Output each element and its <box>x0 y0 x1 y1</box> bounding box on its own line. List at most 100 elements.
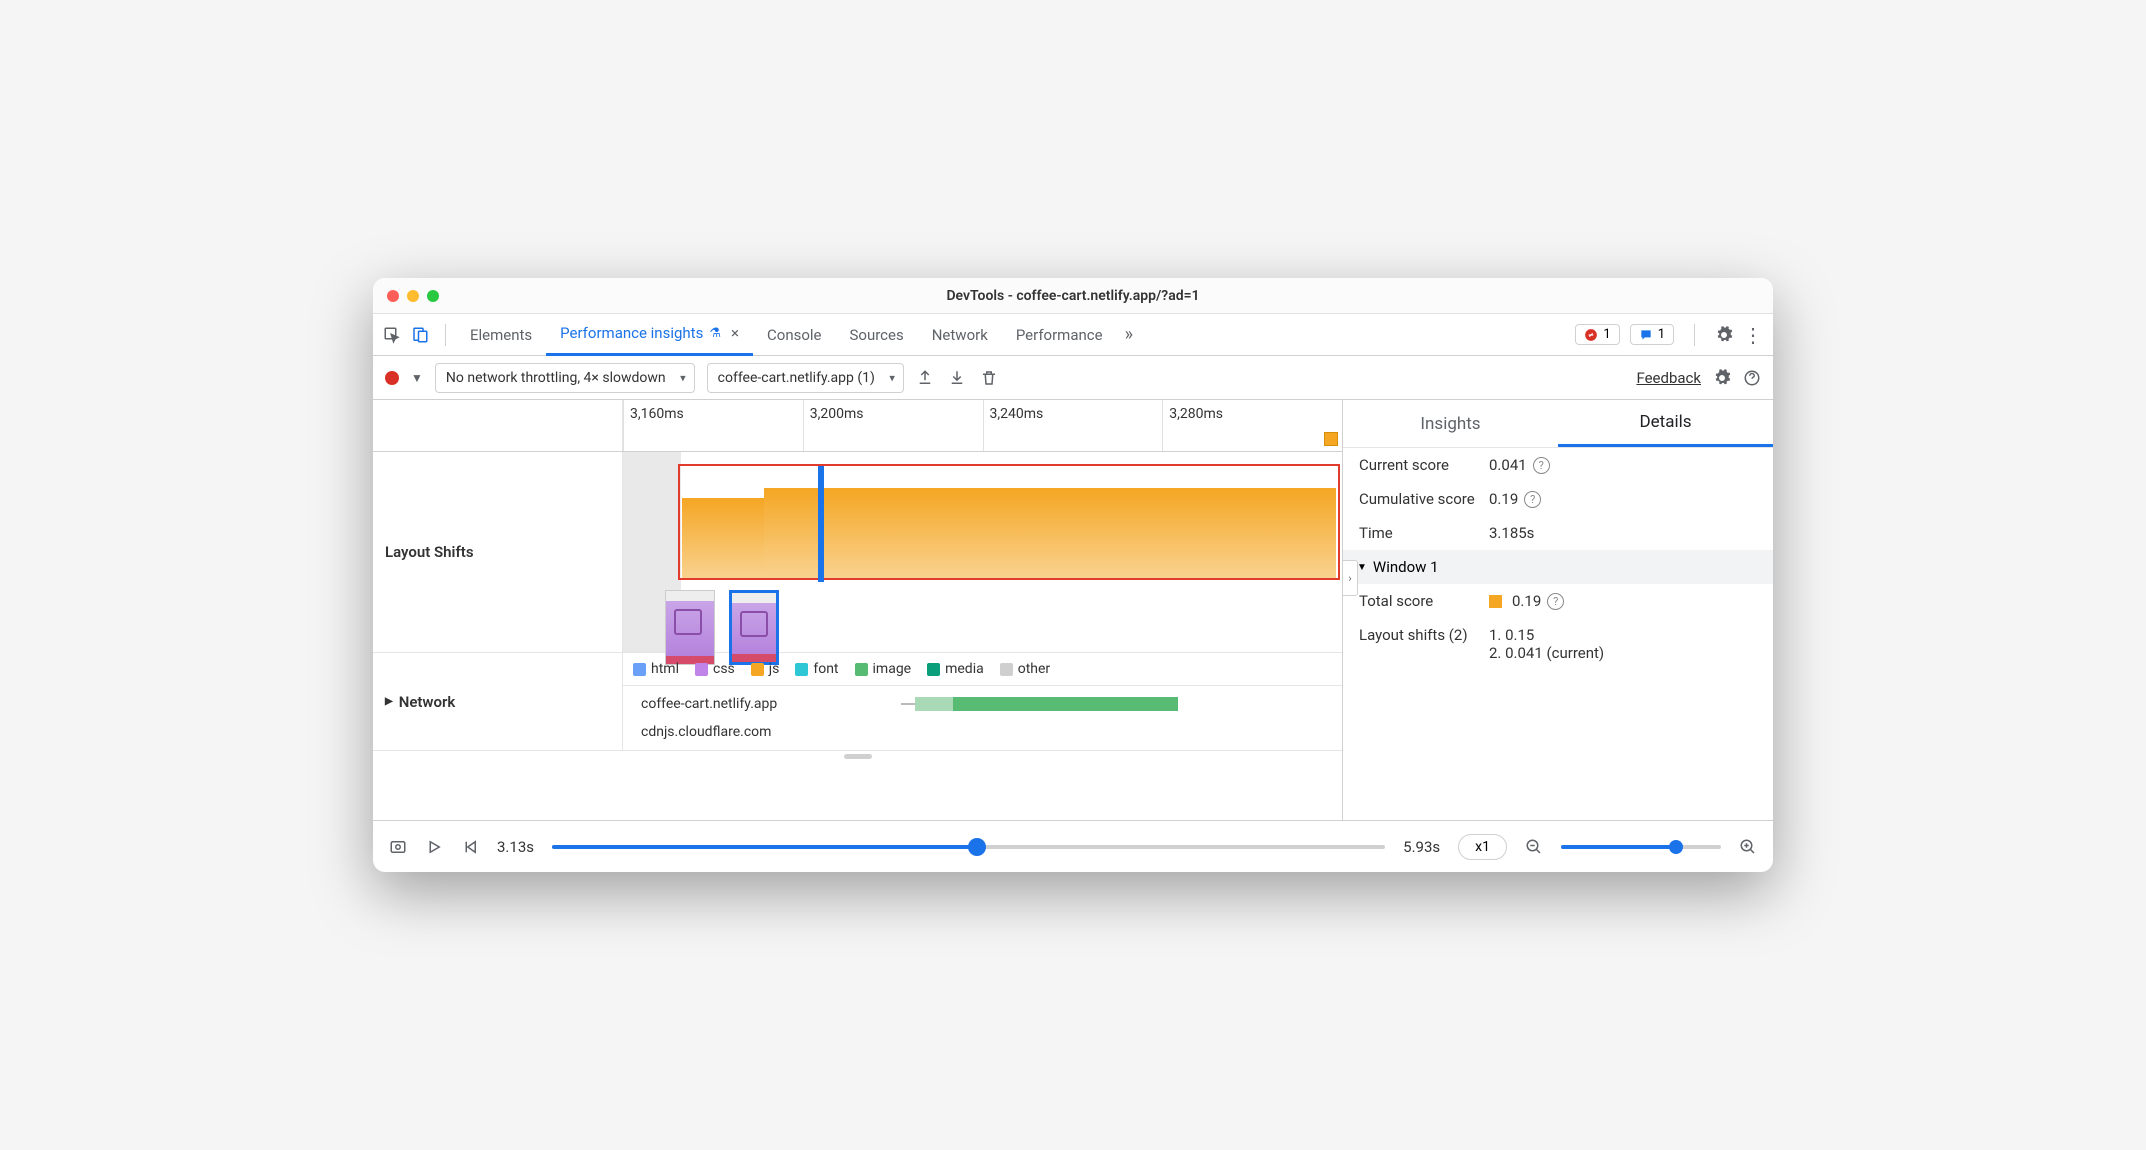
session-label: coffee-cart.netlify.app (1) <box>718 370 875 386</box>
tab-label: Network <box>932 326 988 344</box>
time-slider[interactable] <box>552 845 1385 849</box>
tab-network[interactable]: Network <box>918 314 1002 356</box>
window-title: DevTools - coffee-cart.netlify.app/?ad=1 <box>946 288 1199 304</box>
message-icon <box>1639 328 1653 342</box>
legend-label: css <box>713 661 735 677</box>
row-label: Layout Shifts <box>373 452 623 652</box>
message-badge[interactable]: 1 <box>1630 324 1674 345</box>
speed-pill[interactable]: x1 <box>1458 834 1507 860</box>
legend-item[interactable]: image <box>855 661 912 677</box>
time-ruler: 3,160ms 3,200ms 3,240ms 3,280ms <box>373 400 1342 452</box>
help-icon[interactable] <box>1743 369 1761 387</box>
kebab-icon[interactable]: ⋮ <box>1743 323 1763 347</box>
network-host-row[interactable]: coffee-cart.netlify.app <box>623 690 1342 718</box>
layout-shifts-row: Layout Shifts <box>373 452 1342 653</box>
rewind-icon[interactable] <box>461 838 479 856</box>
throttling-select[interactable]: No network throttling, 4× slowdown <box>435 363 695 393</box>
maximize-window-icon[interactable] <box>427 290 439 302</box>
record-dropdown-icon[interactable]: ▼ <box>411 371 423 385</box>
detail-row: Cumulative score0.19? <box>1343 482 1773 516</box>
tab-performance[interactable]: Performance <box>1002 314 1117 356</box>
ruler-ticks[interactable]: 3,160ms 3,200ms 3,240ms 3,280ms <box>623 400 1342 451</box>
shift-block[interactable] <box>682 498 764 578</box>
zoom-out-icon[interactable] <box>1525 838 1543 856</box>
session-select[interactable]: coffee-cart.netlify.app (1) <box>707 363 904 393</box>
zoom-slider[interactable] <box>1561 845 1721 849</box>
titlebar: DevTools - coffee-cart.netlify.app/?ad=1 <box>373 278 1773 314</box>
tab-insights[interactable]: Insights <box>1343 400 1558 447</box>
help-icon[interactable]: ? <box>1533 457 1550 474</box>
kv-key: Total score <box>1359 592 1489 610</box>
error-count: 1 <box>1603 327 1610 342</box>
score-swatch-icon <box>1489 595 1502 608</box>
kv-key: Current score <box>1359 456 1489 474</box>
main-area: 3,160ms 3,200ms 3,240ms 3,280ms Layout S… <box>373 400 1773 820</box>
inspect-icon[interactable] <box>383 326 401 344</box>
separator <box>1694 324 1695 346</box>
details-kv-list: Current score0.041?Cumulative score0.19?… <box>1343 448 1773 550</box>
more-tabs-icon[interactable]: » <box>1125 324 1133 345</box>
legend-item[interactable]: css <box>695 661 735 677</box>
close-window-icon[interactable] <box>387 290 399 302</box>
help-icon[interactable]: ? <box>1547 593 1564 610</box>
device-toggle-icon[interactable] <box>411 326 429 344</box>
legend-label: image <box>873 661 912 677</box>
shift-block[interactable] <box>764 488 1336 578</box>
legend-item[interactable]: other <box>1000 661 1050 677</box>
timeline-pane: 3,160ms 3,200ms 3,240ms 3,280ms Layout S… <box>373 400 1343 820</box>
shift-entry[interactable]: 2. 0.041 (current) <box>1489 644 1604 662</box>
legend-item[interactable]: font <box>795 661 838 677</box>
help-icon[interactable]: ? <box>1524 491 1541 508</box>
host-bar <box>873 725 1342 739</box>
error-badge[interactable]: 1 <box>1575 324 1619 345</box>
legend-label: media <box>945 661 984 677</box>
tab-sources[interactable]: Sources <box>836 314 918 356</box>
playhead-indicator[interactable] <box>818 466 824 582</box>
details-pane: › Insights Details Current score0.041?Cu… <box>1343 400 1773 820</box>
import-icon[interactable] <box>948 369 966 387</box>
tick: 3,160ms <box>623 400 803 451</box>
gear-icon[interactable] <box>1715 326 1733 344</box>
throttling-label: No network throttling, 4× slowdown <box>446 370 666 386</box>
host-bar <box>873 697 1342 711</box>
feedback-link[interactable]: Feedback <box>1636 369 1701 387</box>
legend-swatch-icon <box>795 663 808 676</box>
legend-item[interactable]: html <box>633 661 679 677</box>
tab-elements[interactable]: Elements <box>456 314 546 356</box>
marker-icon[interactable] <box>1324 432 1338 446</box>
legend-label: other <box>1018 661 1050 677</box>
delete-icon[interactable] <box>980 369 998 387</box>
expand-handle-icon[interactable]: › <box>1342 560 1358 596</box>
network-host-row[interactable]: cdnjs.cloudflare.com <box>623 718 1342 746</box>
tab-console[interactable]: Console <box>753 314 836 356</box>
play-icon[interactable] <box>425 838 443 856</box>
kv-value: 0.19 <box>1512 592 1541 610</box>
window-section[interactable]: Window 1 <box>1343 550 1773 584</box>
shift-track[interactable] <box>623 452 1342 652</box>
resizer-handle[interactable] <box>373 751 1342 761</box>
perf-toolbar: ▼ No network throttling, 4× slowdown cof… <box>373 356 1773 400</box>
record-button[interactable] <box>385 371 399 385</box>
close-tab-icon[interactable]: × <box>731 324 739 342</box>
separator <box>445 324 446 346</box>
tab-label: Performance <box>1016 326 1103 344</box>
preview-toggle-icon[interactable] <box>389 838 407 856</box>
network-waterfall: coffee-cart.netlify.appcdnjs.cloudflare.… <box>623 686 1342 750</box>
zoom-in-icon[interactable] <box>1739 838 1757 856</box>
legend-item[interactable]: js <box>751 661 780 677</box>
minimize-window-icon[interactable] <box>407 290 419 302</box>
shift-entry[interactable]: 1. 0.15 <box>1489 626 1604 644</box>
network-label[interactable]: Network <box>373 653 623 750</box>
total-score-row: Total score 0.19? <box>1343 584 1773 618</box>
detail-row: Current score0.041? <box>1343 448 1773 482</box>
legend-swatch-icon <box>751 663 764 676</box>
legend-item[interactable]: media <box>927 661 984 677</box>
legend-swatch-icon <box>855 663 868 676</box>
flask-icon: ⚗ <box>709 326 721 341</box>
kv-value: 3.185s <box>1489 524 1534 542</box>
tab-details[interactable]: Details <box>1558 400 1773 447</box>
tab-performance-insights[interactable]: Performance insights ⚗ × <box>546 314 753 356</box>
export-icon[interactable] <box>916 369 934 387</box>
panel-gear-icon[interactable] <box>1713 369 1731 387</box>
time-end: 5.93s <box>1403 838 1440 856</box>
